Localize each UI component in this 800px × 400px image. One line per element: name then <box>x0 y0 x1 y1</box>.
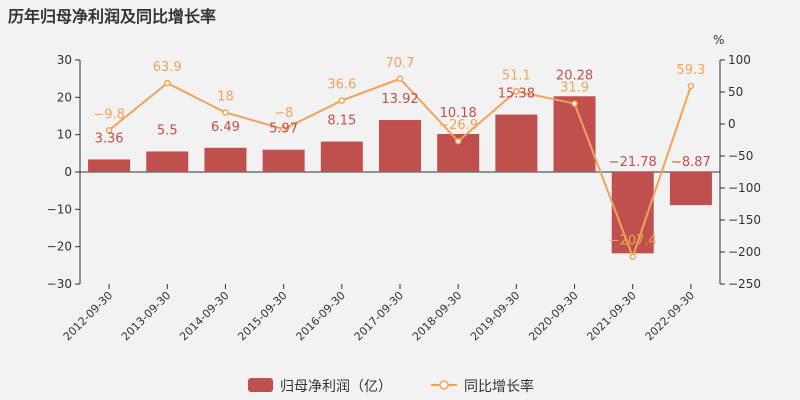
bar <box>262 149 305 172</box>
growth-point <box>571 100 578 107</box>
growth-point <box>396 75 404 83</box>
legend-line-label: 同比增长率 <box>464 378 534 395</box>
x-axis-tick-label: 2020-09-30 <box>526 289 580 343</box>
x-axis-tick-label: 2014-09-30 <box>177 289 231 343</box>
line-data-label: 70.7 <box>386 56 415 71</box>
bar <box>146 151 189 172</box>
right-axis-tick-label: 100 <box>728 53 751 67</box>
legend-bar-label: 归母净利润（亿） <box>280 378 392 395</box>
bar-data-label: 13.92 <box>381 92 418 107</box>
x-axis-tick-label: 2015-09-30 <box>235 289 289 343</box>
line-series <box>105 75 695 260</box>
growth-point <box>222 109 229 116</box>
bar-data-label: −21.78 <box>609 155 657 170</box>
legend[interactable]: 归母净利润（亿） 同比增长率 <box>248 378 534 395</box>
right-axis-tick-label: −250 <box>728 277 761 291</box>
bar <box>553 96 596 172</box>
x-axis-tick-label: 2012-09-30 <box>61 289 115 343</box>
right-axis-tick-label: 0 <box>728 117 736 131</box>
right-axis-tick-label: −100 <box>728 181 761 195</box>
bar <box>495 114 538 172</box>
growth-point <box>454 137 462 145</box>
line-data-label: −9.8 <box>93 107 125 122</box>
left-axis-tick-label: 30 <box>57 53 72 67</box>
line-data-label: 63.9 <box>153 60 182 75</box>
x-axis-tick-label: 2016-09-30 <box>294 289 348 343</box>
left-axis-tick-label: 20 <box>57 90 72 104</box>
x-axis-tick-label: 2022-09-30 <box>643 289 697 343</box>
right-axis-unit: % <box>713 33 724 47</box>
bar <box>320 141 363 172</box>
bar-data-label: 10.18 <box>440 106 477 121</box>
growth-point <box>280 125 287 133</box>
growth-point <box>338 97 346 104</box>
line-data-label: −8 <box>274 106 293 121</box>
right-axis-tick-label: −50 <box>728 149 753 163</box>
line-data-label: −207.4 <box>609 234 657 249</box>
bar <box>379 120 421 172</box>
line-data-label: 18 <box>217 89 234 104</box>
line-data-label: 36.6 <box>327 78 356 93</box>
x-axis-tick-label: 2017-09-30 <box>352 289 406 343</box>
data-labels: 3.36 5.5 6.49 5.97 8.15 13.92 10.18 15.38 20.28 −… <box>93 56 711 249</box>
bar-data-label: 8.15 <box>327 114 356 129</box>
right-axis-tick-label: 50 <box>728 85 743 99</box>
left-axis-tick-label: 0 <box>64 165 72 179</box>
growth-point <box>629 253 636 260</box>
growth-point <box>513 88 520 95</box>
bar-data-label: 5.5 <box>157 123 178 138</box>
left-axis-tick-label: −20 <box>47 240 72 254</box>
growth-point <box>105 127 113 134</box>
bar <box>669 172 712 206</box>
legend-line-marker <box>439 380 449 390</box>
bar-series <box>88 96 712 254</box>
legend-bar-swatch <box>248 378 273 392</box>
bar-data-label: 5.97 <box>269 122 298 137</box>
bar-data-label: 20.28 <box>556 68 593 83</box>
growth-point <box>687 82 695 90</box>
left-axis-tick-label: −10 <box>47 202 72 216</box>
x-axis-tick-label: 2013-09-30 <box>119 289 173 343</box>
right-axis-tick-label: −150 <box>728 213 761 227</box>
bar-data-label: 3.36 <box>95 131 124 146</box>
bar-data-label: −8.87 <box>671 155 711 170</box>
line-data-label: 31.9 <box>560 81 589 96</box>
x-axis-tick-label: 2018-09-30 <box>410 289 464 343</box>
line-data-label: 59.3 <box>676 63 705 78</box>
right-axis-tick-label: −200 <box>728 245 761 259</box>
x-axis-tick-label: 2021-09-30 <box>584 289 638 343</box>
x-axis-tick-label: 2019-09-30 <box>468 289 522 343</box>
bar-data-label: 15.38 <box>498 87 535 102</box>
line-data-label: 51.1 <box>502 68 531 83</box>
left-axis-tick-label: −30 <box>47 277 72 291</box>
bar <box>88 159 131 172</box>
line-data-label: −26.9 <box>438 118 478 133</box>
left-axis-tick-label: 10 <box>57 128 72 142</box>
growth-point <box>164 79 171 87</box>
chart-title: 历年归母净利润及同比增长率 <box>8 7 216 26</box>
bar <box>204 147 247 172</box>
bar-data-label: 6.49 <box>211 120 240 135</box>
